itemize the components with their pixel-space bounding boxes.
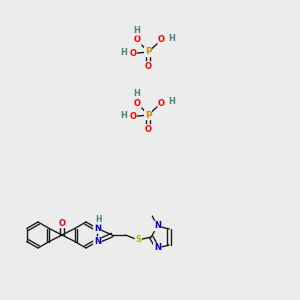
Text: O: O	[58, 218, 65, 227]
Text: O: O	[145, 125, 152, 134]
Text: H: H	[168, 34, 175, 43]
Text: O: O	[145, 62, 152, 71]
Text: O: O	[134, 98, 141, 107]
Text: H: H	[168, 97, 175, 106]
Text: S: S	[135, 236, 141, 244]
Text: N: N	[154, 244, 161, 253]
Text: H: H	[120, 48, 127, 57]
Text: O: O	[129, 49, 136, 58]
Text: P: P	[145, 110, 151, 119]
Text: N: N	[154, 221, 161, 230]
Text: H: H	[133, 89, 140, 98]
Text: O: O	[134, 35, 141, 44]
Text: N: N	[94, 237, 101, 246]
Text: H: H	[95, 215, 101, 224]
Text: O: O	[129, 112, 136, 121]
Text: O: O	[158, 35, 165, 44]
Text: P: P	[145, 47, 151, 56]
Text: O: O	[158, 98, 165, 107]
Text: H: H	[133, 26, 140, 35]
Text: H: H	[120, 111, 127, 120]
Text: N: N	[94, 224, 101, 233]
